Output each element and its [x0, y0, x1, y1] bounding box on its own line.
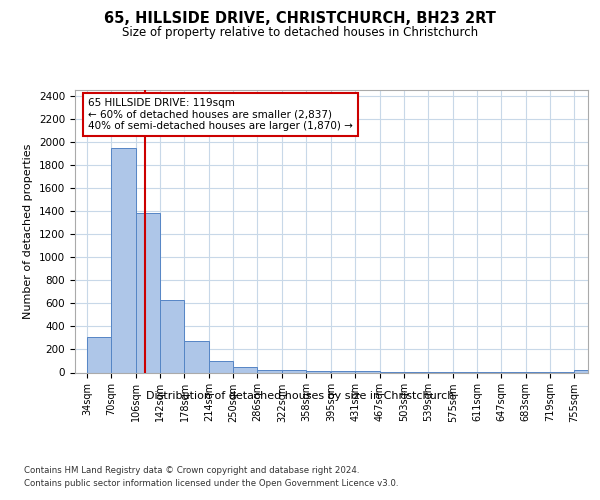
- Bar: [87, 337, 112, 372]
- Bar: [306, 371, 331, 372]
- Text: 65, HILLSIDE DRIVE, CHRISTCHURCH, BH23 2RT: 65, HILLSIDE DRIVE, CHRISTCHURCH, BH23 2…: [104, 11, 496, 26]
- Bar: [282, 370, 306, 372]
- Y-axis label: Number of detached properties: Number of detached properties: [23, 144, 34, 319]
- Bar: [574, 370, 599, 372]
- Text: 65 HILLSIDE DRIVE: 119sqm
← 60% of detached houses are smaller (2,837)
40% of se: 65 HILLSIDE DRIVE: 119sqm ← 60% of detac…: [88, 98, 353, 132]
- Text: Contains public sector information licensed under the Open Government Licence v3: Contains public sector information licen…: [24, 479, 398, 488]
- Bar: [184, 342, 209, 372]
- Bar: [257, 370, 282, 372]
- Bar: [233, 368, 257, 372]
- Bar: [209, 361, 233, 372]
- Text: Size of property relative to detached houses in Christchurch: Size of property relative to detached ho…: [122, 26, 478, 39]
- Bar: [136, 214, 160, 372]
- Bar: [331, 371, 355, 372]
- Text: Distribution of detached houses by size in Christchurch: Distribution of detached houses by size …: [146, 391, 454, 401]
- Bar: [160, 300, 184, 372]
- Bar: [112, 148, 136, 372]
- Text: Contains HM Land Registry data © Crown copyright and database right 2024.: Contains HM Land Registry data © Crown c…: [24, 466, 359, 475]
